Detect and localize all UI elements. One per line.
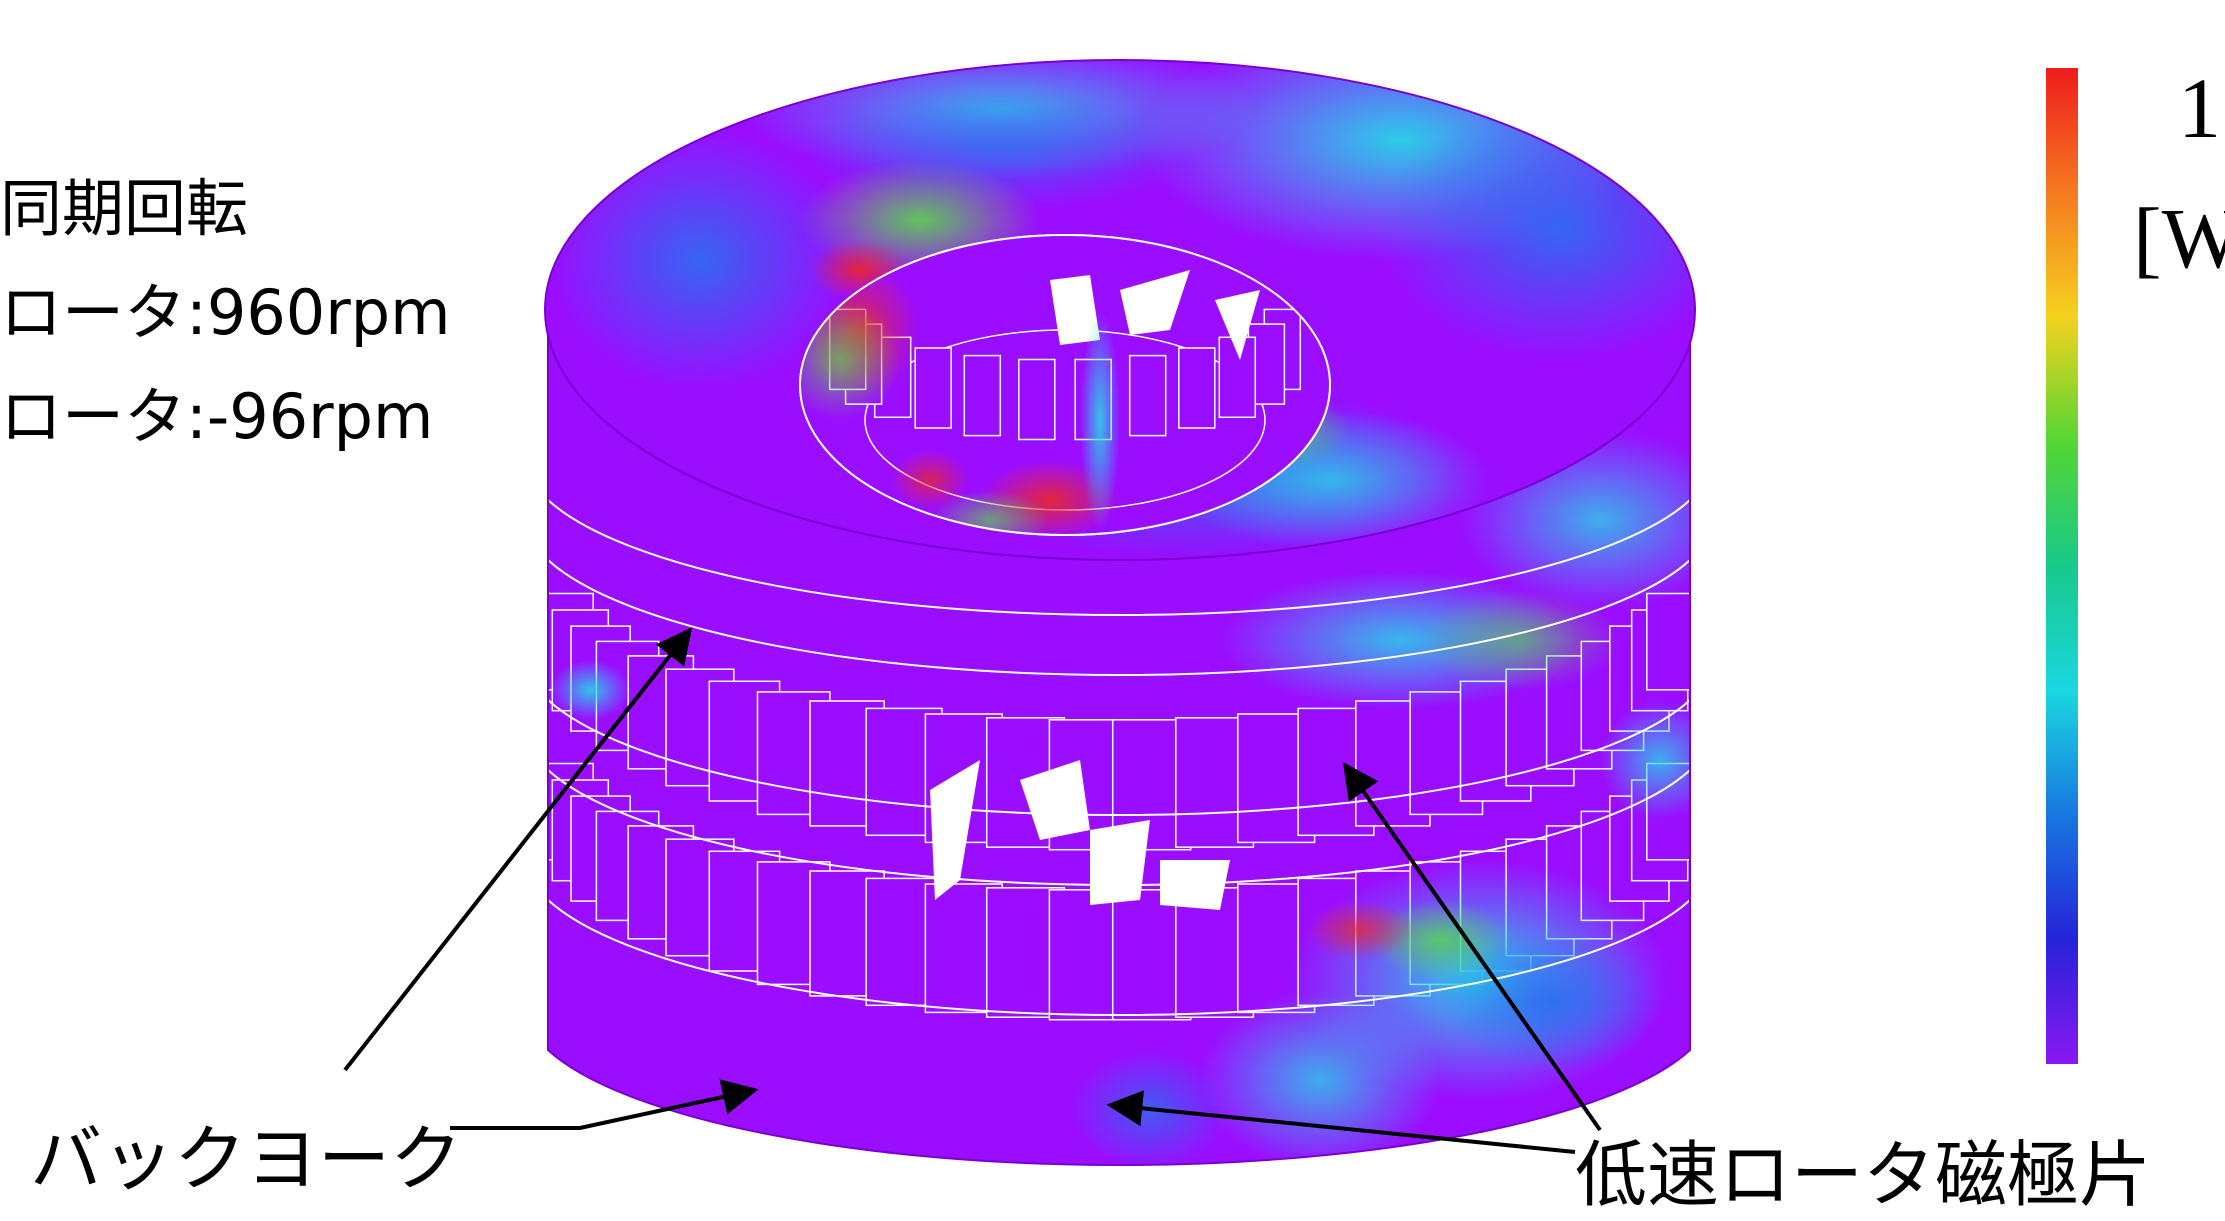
- condition-low-speed: ロータ:-96rpm: [0, 380, 434, 453]
- inner-magnet-segment: [963, 354, 1002, 437]
- arrow-yoke-upper: [343, 627, 693, 1072]
- inner-magnet-segment: [914, 347, 952, 429]
- inner-magnet-segment: [1178, 347, 1216, 429]
- arrow-yoke-lower: [450, 1079, 759, 1130]
- arrow-pole-upper: [1342, 762, 1602, 1132]
- inner-magnet-segment: [1018, 358, 1056, 441]
- arrow-pole-lower: [1106, 1090, 1576, 1154]
- condition-high-speed: ロータ:960rpm: [0, 276, 451, 349]
- callout-arrows: [343, 627, 1602, 1154]
- magnet-segment: [1646, 592, 1690, 691]
- colorbar-max-label: 1: [2178, 60, 2221, 156]
- condition-title: 同期回転: [0, 172, 249, 245]
- callout-low-speed-pole: 低速ロータ磁極片: [1575, 1133, 2152, 1217]
- colorbar: [2046, 68, 2078, 1064]
- callout-back-yoke: バックヨーク: [30, 1117, 463, 1201]
- colorbar-unit-label: [W: [2133, 190, 2225, 286]
- inner-magnet-segment: [1128, 354, 1167, 437]
